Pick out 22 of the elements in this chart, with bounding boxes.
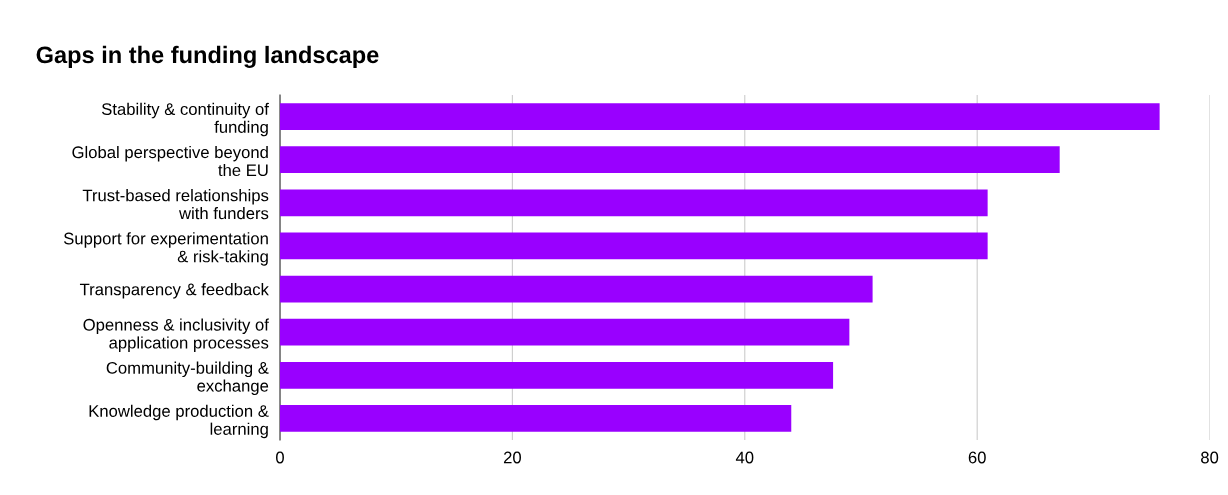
x-tick-label: 20 bbox=[503, 451, 521, 464]
x-tick-label: 0 bbox=[276, 451, 284, 464]
x-tick-label: 60 bbox=[968, 451, 986, 464]
bar bbox=[279, 189, 988, 217]
y-tick-label: Support for experimentation & risk-taking bbox=[63, 232, 268, 266]
bar bbox=[279, 405, 792, 432]
y-tick-label: Global perspective beyond the EU bbox=[72, 145, 268, 177]
bar bbox=[279, 362, 834, 389]
x-tick-label: 80 bbox=[1201, 451, 1219, 464]
bar bbox=[279, 103, 1160, 130]
y-tick-label: Openness & inclusivity of application processes bbox=[83, 318, 269, 352]
chart-title: Gaps in the funding landscape bbox=[36, 45, 379, 68]
bar bbox=[279, 232, 988, 260]
y-tick-label: Stability & continuity of funding bbox=[101, 102, 269, 137]
bar bbox=[279, 146, 1060, 174]
y-tick-label: Knowledge production & learning bbox=[89, 404, 269, 439]
x-tick-label: 40 bbox=[735, 451, 754, 464]
bar bbox=[279, 275, 873, 303]
bar bbox=[279, 318, 850, 346]
y-tick-label: Trust-based relationships with funders bbox=[82, 189, 269, 220]
y-tick-label: Transparency & feedback bbox=[79, 283, 269, 299]
y-tick-label: Community-building & exchange bbox=[106, 361, 269, 396]
